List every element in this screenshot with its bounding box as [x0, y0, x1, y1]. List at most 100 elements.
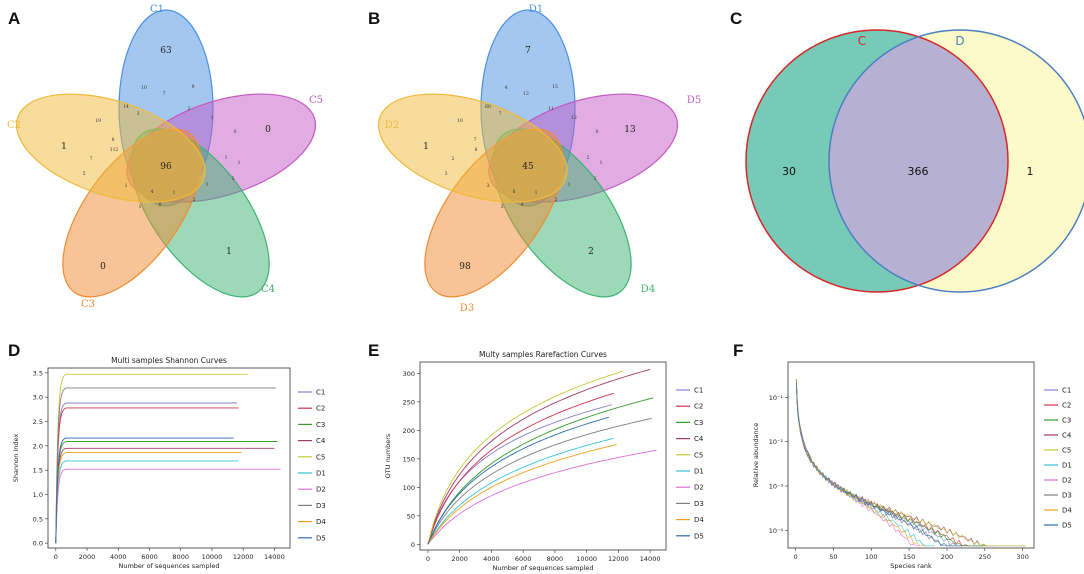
y-axis-label: OTU numbers — [384, 433, 392, 478]
venn-intersection-count: 8 — [475, 147, 478, 153]
venn-intersection-count: 3 — [487, 183, 490, 189]
legend-label-c3: C3 — [694, 419, 703, 427]
series-line-c1 — [795, 380, 981, 547]
venn-intersection-count: 9 — [192, 84, 195, 90]
series-line-d4 — [55, 452, 242, 544]
venn-intersection-count: 1 — [125, 183, 128, 189]
venn-intersection-count: 19 — [95, 118, 101, 124]
x-tick-label: 200 — [941, 553, 953, 561]
x-axis-label: Number of sequences sampled — [492, 564, 593, 572]
venn-intersection-count: 2 — [594, 176, 597, 182]
legend-label-d3: D3 — [694, 500, 704, 508]
x-tick-label: 8000 — [547, 555, 564, 563]
x-axis-label: Number of sequences sampled — [118, 562, 219, 570]
venn-intersection-count: 7 — [499, 111, 502, 117]
x-tick-label: 0 — [793, 553, 797, 561]
venn-intersection-count: 15 — [552, 84, 558, 90]
y-tick-label: 10⁻⁴ — [769, 527, 784, 535]
x-tick-label: 300 — [1016, 553, 1028, 561]
venn-set-name-c5: C5 — [309, 95, 323, 106]
venn-intersection-count: 4 — [521, 202, 524, 208]
venn-diagram-a: C1C5C4C3C2630101961079141923108711211551… — [7, 4, 323, 310]
legend-label-d5: D5 — [316, 534, 326, 542]
venn-intersection-count: 5 — [232, 176, 235, 182]
legend-label-c3: C3 — [1062, 417, 1071, 425]
venn-intersection-count: 1 — [238, 160, 241, 166]
x-tick-label: 150 — [903, 553, 915, 561]
venn-intersection-count: 4 — [505, 85, 508, 91]
x-axis-label: Species rank — [890, 562, 932, 570]
series-line-d2 — [55, 468, 281, 544]
venn-intersection-count: 14 — [123, 104, 129, 110]
x-tick-label: 6000 — [141, 553, 158, 561]
series-line-c5 — [795, 384, 1026, 547]
legend-label-d1: D1 — [694, 468, 704, 476]
x-tick-label: 8000 — [172, 553, 189, 561]
x-tick-label: 2000 — [451, 555, 468, 563]
legend-label-d1: D1 — [316, 470, 326, 478]
y-tick-label: 1.5 — [33, 467, 43, 475]
venn-ellipse-c2 — [15, 93, 206, 203]
legend-label-d4: D4 — [316, 518, 326, 526]
venn-intersection-count: 2 — [188, 106, 191, 112]
series-line-c4 — [55, 447, 275, 544]
legend-label-d2: D2 — [316, 486, 326, 494]
venn-set-name-d5: D5 — [687, 95, 701, 106]
panel-label-a: A — [8, 9, 20, 28]
y-tick-label: 0.5 — [33, 515, 43, 523]
venn-intersection-count: 11 — [548, 106, 554, 112]
venn-c-set-d-name: D — [955, 34, 964, 48]
y-tick-label: 3.0 — [33, 394, 43, 402]
venn-intersection-count: 1 — [211, 115, 214, 121]
y-tick-label: 200 — [403, 427, 415, 435]
rank-abundance-chart: Species rank Relative abundance 0 50 100 150 2… — [752, 361, 1072, 570]
venn-unique-c2: 1 — [61, 142, 67, 152]
x-tick-label: 4000 — [110, 553, 127, 561]
y-tick-label: 3.5 — [33, 369, 43, 377]
venn-intersection-count: 1 — [568, 182, 571, 188]
venn-intersection-count: 1 — [225, 155, 228, 161]
venn-ellipse-d2 — [377, 93, 568, 203]
x-tick-label: 10000 — [576, 555, 597, 563]
x-tick-label: 12000 — [233, 553, 254, 561]
venn-core-count: 45 — [522, 162, 534, 172]
x-tick-label: 14000 — [640, 555, 661, 563]
series-line-d4 — [795, 380, 926, 547]
legend-label-c1: C1 — [694, 387, 703, 395]
series-line-d2 — [795, 380, 920, 547]
venn-diagram-c: C D 30 366 1 — [745, 29, 1084, 293]
x-tick-label: 6000 — [515, 555, 532, 563]
venn-set-name-c1: C1 — [150, 4, 164, 15]
y-axis-label: Shannon index — [12, 434, 20, 483]
venn-unique-c5: 0 — [265, 125, 271, 135]
venn-set-name-d3: D3 — [460, 303, 474, 314]
venn-set-name-d2: D2 — [385, 120, 399, 131]
venn-diagram-b: D1D5D4D3D2713298145412156010117126728212… — [377, 4, 701, 314]
venn-intersection-count: 1 — [535, 190, 538, 196]
legend-label-d3: D3 — [1062, 492, 1072, 500]
venn-intersection-count: 2 — [193, 197, 196, 203]
y-tick-label: 1.0 — [33, 491, 43, 499]
legend-label-c5: C5 — [1062, 447, 1071, 455]
series-line-c1 — [55, 402, 237, 544]
venn-set-name-d1: D1 — [529, 4, 543, 15]
venn-unique-d5: 13 — [624, 125, 636, 135]
y-tick-label: 10⁻¹ — [769, 394, 784, 402]
series-line-c3 — [795, 380, 990, 547]
legend-label-c2: C2 — [694, 403, 703, 411]
venn-intersection-count: 7 — [474, 137, 477, 143]
x-tick-label: 0 — [426, 555, 430, 563]
venn-intersection-count: 1 — [206, 182, 209, 188]
venn-intersection-count: 1 — [600, 160, 603, 166]
rarefaction-chart: Multy samples Rarefaction Curves Number o… — [384, 350, 704, 572]
panel-label-e: E — [368, 341, 379, 360]
series-line-c4 — [427, 368, 651, 545]
venn-set-name-c3: C3 — [81, 299, 95, 310]
venn-intersection-count: 6 — [596, 129, 599, 135]
panel-label-b: B — [368, 9, 380, 28]
venn-intersection-count: 112 — [110, 147, 119, 153]
y-tick-label: 0 — [411, 541, 415, 549]
legend-label-d2: D2 — [694, 484, 704, 492]
chart-title: Multi samples Shannon Curves — [111, 356, 227, 365]
venn-intersection-count: 3 — [137, 111, 140, 117]
